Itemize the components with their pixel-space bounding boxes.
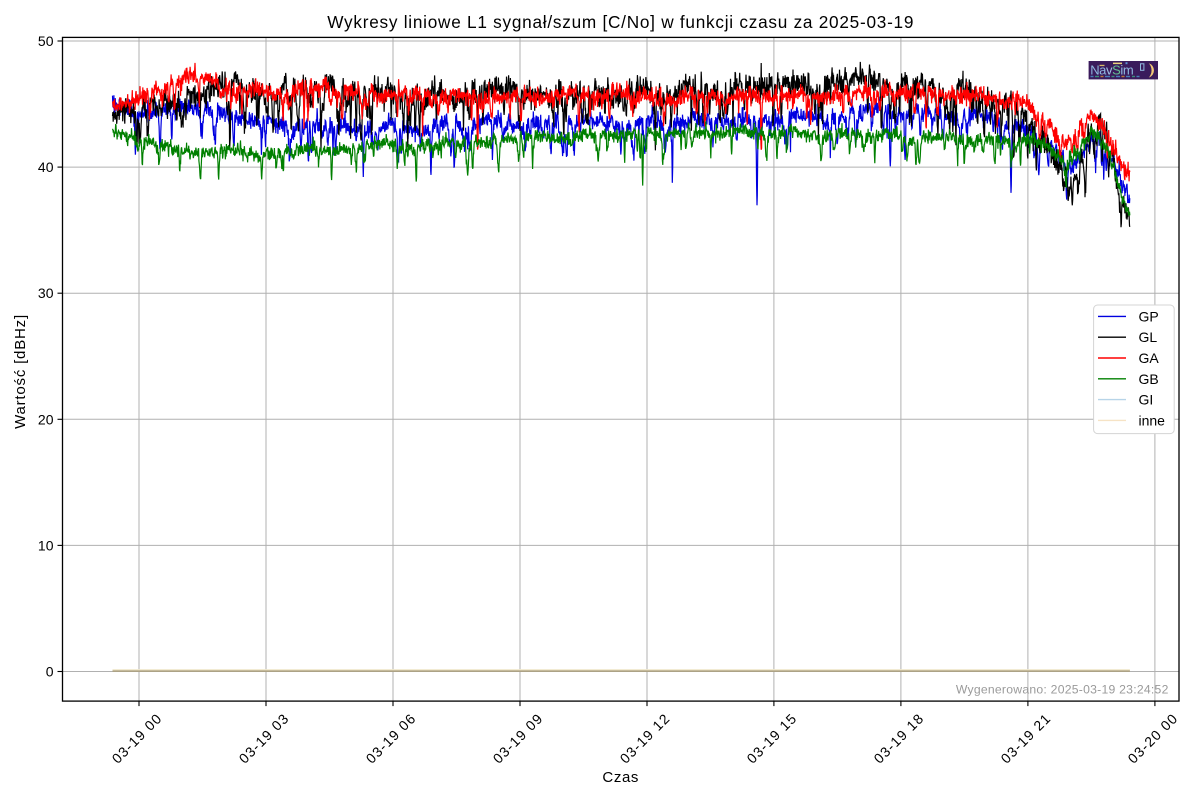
svg-text:30: 30 [38, 285, 54, 301]
svg-text:inne: inne [1139, 412, 1166, 428]
svg-text:NavSim: NavSim [1090, 63, 1133, 78]
svg-text:GA: GA [1139, 350, 1160, 366]
svg-text:40: 40 [38, 159, 54, 175]
svg-text:Wartość [dBHz]: Wartość [dBHz] [12, 314, 29, 429]
svg-text:50: 50 [38, 33, 54, 49]
svg-text:Wygenerowano: 2025-03-19 23:24: Wygenerowano: 2025-03-19 23:24:52 [956, 683, 1169, 697]
svg-text:10: 10 [38, 537, 54, 553]
svg-text:GP: GP [1139, 308, 1159, 324]
svg-text:GB: GB [1139, 371, 1159, 387]
svg-text:20: 20 [38, 411, 54, 427]
svg-text:Wykresy liniowe L1 sygnał/szum: Wykresy liniowe L1 sygnał/szum [C/No] w … [327, 12, 914, 32]
svg-text:0: 0 [46, 664, 54, 680]
svg-text:GI: GI [1139, 392, 1154, 408]
svg-text:GL: GL [1139, 329, 1158, 345]
svg-text:Czas: Czas [602, 769, 639, 786]
